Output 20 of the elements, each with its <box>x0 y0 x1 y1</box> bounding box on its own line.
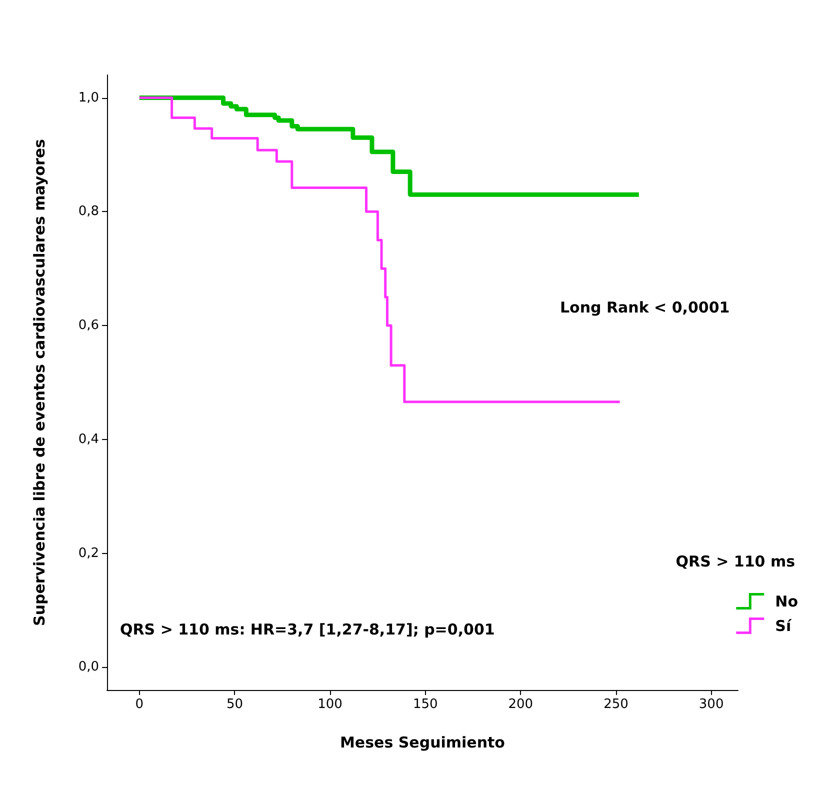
legend-label: Sí <box>775 616 792 635</box>
y-tick-label: 0,4 <box>78 432 99 447</box>
x-tick-label: 50 <box>226 697 243 712</box>
y-tick-label: 0,8 <box>78 204 99 220</box>
annotation: QRS > 110 ms: HR=3,7 [1,27-8,17]; p=0,001 <box>120 620 495 638</box>
y-tick-label: 1,0 <box>78 90 99 106</box>
x-tick-label: 300 <box>698 697 724 712</box>
legend-title: QRS > 110 ms <box>676 552 796 570</box>
x-tick-label: 100 <box>318 697 342 712</box>
y-tick-label: 0,2 <box>78 546 99 561</box>
legend-label: No <box>775 592 798 610</box>
x-tick-label: 250 <box>604 697 628 712</box>
y-axis-title: Supervivencia libre de eventos cardiovasculares mayores <box>30 138 48 626</box>
y-tick-label: 0,6 <box>78 318 99 334</box>
x-tick-label: 0 <box>135 697 144 712</box>
annotation: Long Rank < 0,0001 <box>560 298 730 316</box>
x-axis-title: Meses Seguimiento <box>340 734 505 752</box>
x-tick-label: 200 <box>508 697 534 712</box>
y-tick-label: 0,0 <box>78 660 99 675</box>
x-tick-label: 150 <box>412 697 438 712</box>
